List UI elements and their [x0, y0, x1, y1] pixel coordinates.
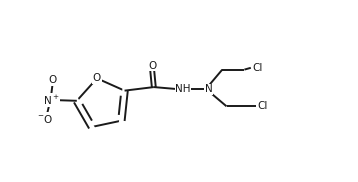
Text: $^{-}$O: $^{-}$O	[37, 113, 53, 125]
Text: O: O	[148, 61, 156, 71]
Text: N$^+$: N$^+$	[43, 94, 59, 107]
Text: Cl: Cl	[257, 101, 268, 111]
Text: O: O	[93, 73, 101, 83]
Text: NH: NH	[175, 84, 191, 94]
Text: N: N	[205, 84, 213, 94]
Text: Cl: Cl	[252, 63, 263, 73]
Text: O: O	[48, 76, 57, 86]
